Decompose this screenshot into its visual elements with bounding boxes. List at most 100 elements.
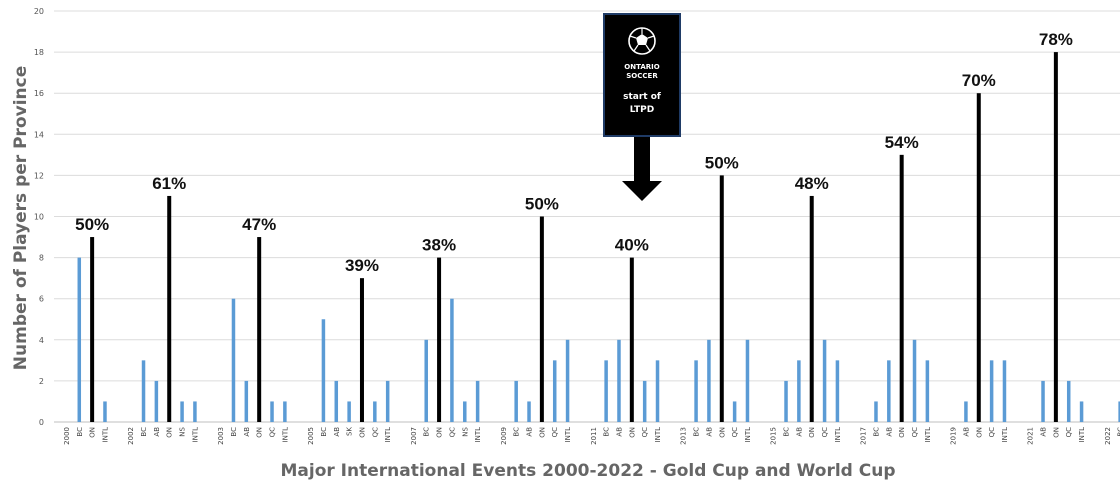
- bar-province: [193, 401, 197, 422]
- bar-province: [565, 339, 570, 422]
- bar-province: [334, 380, 339, 422]
- bar-province: [707, 339, 711, 422]
- x-category-label: BC: [1117, 427, 1120, 437]
- x-category-label: INTL: [654, 427, 662, 443]
- x-category-label: 2000: [63, 427, 71, 445]
- bar-province: [1066, 380, 1071, 422]
- x-category-label: AB: [885, 427, 893, 437]
- x-category-label: 2005: [307, 427, 315, 445]
- bar-ontario: [167, 195, 172, 422]
- x-category-label: NS: [461, 426, 469, 436]
- bar-province: [1079, 401, 1084, 422]
- x-category-label: 2015: [770, 427, 778, 445]
- x-category-label: QC: [911, 427, 919, 438]
- x-category-label: ON: [538, 427, 546, 438]
- x-category-label: 2011: [590, 427, 598, 445]
- y-tick-label: 10: [34, 213, 44, 222]
- bar-province: [450, 298, 454, 422]
- bar-province: [463, 401, 467, 422]
- x-category-label: AB: [153, 427, 161, 437]
- bar-ontario: [899, 154, 904, 422]
- ontario-percent-label: 70%: [962, 71, 996, 90]
- x-category-label: QC: [448, 427, 456, 438]
- x-category-label: BC: [423, 427, 431, 437]
- bar-ontario: [90, 237, 95, 422]
- bar-ontario: [976, 93, 981, 422]
- bar-province: [874, 401, 878, 422]
- x-category-label: AB: [962, 427, 970, 437]
- x-category-label: BC: [230, 427, 238, 437]
- x-category-label: SK: [346, 427, 354, 436]
- bar-province: [424, 339, 428, 422]
- bar-province: [270, 401, 274, 422]
- y-tick-label: 20: [34, 7, 44, 16]
- x-category-label: ON: [166, 427, 174, 438]
- x-category-label: ON: [898, 427, 906, 438]
- ontario-percent-label: 47%: [242, 215, 276, 234]
- x-category-label: AB: [243, 427, 251, 437]
- bar-province: [732, 401, 737, 422]
- y-tick-label: 2: [39, 377, 44, 386]
- bar-province: [964, 401, 968, 422]
- x-category-label: 2017: [860, 427, 868, 445]
- bar-province: [154, 380, 159, 422]
- bar-province: [835, 360, 840, 422]
- x-category-label: 2007: [410, 427, 418, 445]
- x-category-label: INTL: [564, 427, 572, 443]
- bar-province: [180, 401, 184, 422]
- bar-ontario: [719, 175, 724, 422]
- x-category-label: INTL: [474, 427, 482, 443]
- x-category-label: QC: [821, 427, 829, 438]
- bar-province: [244, 380, 249, 422]
- bar-province: [1118, 401, 1120, 422]
- logo-text-line-2: SOCCER: [626, 72, 658, 80]
- x-category-label: 2009: [500, 427, 508, 445]
- bar-province: [655, 360, 660, 422]
- bar-province: [347, 401, 351, 422]
- bar-province: [77, 257, 82, 422]
- bar-province: [925, 360, 930, 422]
- bar-province: [103, 401, 107, 422]
- x-category-label: QC: [641, 427, 649, 438]
- y-tick-label: 16: [34, 89, 44, 98]
- bar-province: [321, 319, 326, 422]
- x-category-label: BC: [320, 427, 328, 437]
- annotation-text-line-1: start of: [623, 92, 661, 102]
- ontario-percent-label: 40%: [615, 236, 649, 255]
- x-axis-title: Major International Events 2000-2022 - G…: [280, 461, 895, 481]
- y-tick-label: 18: [34, 48, 44, 57]
- x-category-label: BC: [693, 427, 701, 437]
- y-tick-label: 4: [39, 336, 44, 345]
- bar-province: [527, 401, 531, 422]
- ontario-percent-label: 50%: [705, 153, 739, 172]
- x-category-label: INTL: [191, 427, 199, 443]
- x-category-label: INTL: [744, 427, 752, 443]
- bar-ontario: [359, 278, 364, 422]
- bar-ontario: [257, 237, 262, 422]
- x-category-label: AB: [1040, 427, 1048, 437]
- ontario-percent-labels: 50%61%47%39%38%50%40%50%48%54%70%78%73%: [75, 30, 1073, 275]
- ontario-percent-label: 78%: [1039, 30, 1073, 49]
- ontario-percent-label: 39%: [345, 256, 379, 275]
- x-category-label: ON: [436, 427, 444, 438]
- y-axis-title: Number of Players per Province: [11, 66, 31, 370]
- bar-province: [784, 380, 788, 422]
- x-category-label: QC: [269, 427, 277, 438]
- ontario-percent-label: 54%: [885, 133, 919, 152]
- x-category-label: BC: [872, 427, 880, 437]
- ontario-percent-label: 38%: [422, 236, 456, 255]
- bar-ontario: [629, 257, 634, 422]
- ontario-percent-label: 61%: [152, 174, 186, 193]
- x-category-label: NS: [179, 426, 187, 436]
- bars: [77, 52, 1120, 422]
- bar-province: [642, 380, 647, 422]
- x-category-label: ON: [89, 427, 97, 438]
- bar-province: [231, 298, 236, 422]
- y-tick-label: 12: [34, 171, 44, 180]
- x-category-label: BC: [783, 427, 791, 437]
- x-category-label: ON: [1052, 427, 1060, 438]
- y-tick-label: 14: [34, 130, 44, 139]
- x-category-label: INTL: [1001, 427, 1009, 443]
- x-category-label: INTL: [384, 427, 392, 443]
- ontario-percent-label: 50%: [75, 215, 109, 234]
